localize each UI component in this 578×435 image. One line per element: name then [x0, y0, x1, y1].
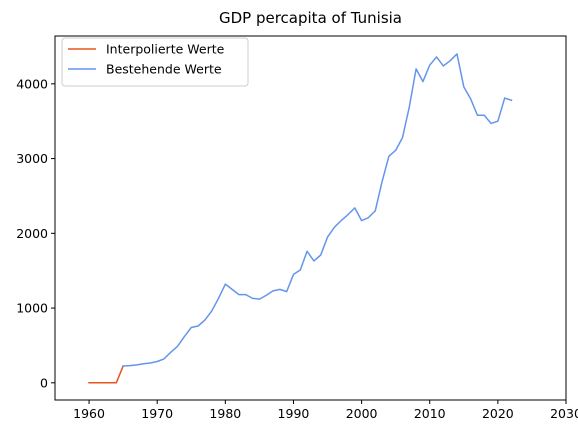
y-tick-label: 2000 [16, 226, 48, 241]
legend-label: Bestehende Werte [106, 62, 222, 77]
series-line-1 [88, 365, 125, 384]
y-axis: 0 1000 2000 3000 4000 [16, 76, 55, 390]
x-tick-label: 1960 [73, 406, 105, 421]
legend: Interpolierte Werte Bestehende Werte [61, 37, 249, 87]
x-tick-label: 1980 [209, 406, 241, 421]
x-tick-label: 2020 [482, 406, 514, 421]
legend-box [61, 37, 249, 87]
x-tick-label: 1990 [278, 406, 310, 421]
series-line-2 [122, 53, 513, 367]
y-tick-label: 1000 [16, 301, 48, 316]
y-tick-label: 0 [40, 375, 48, 390]
x-tick-label: 2000 [346, 406, 378, 421]
x-tick-label: 2010 [414, 406, 446, 421]
plot-frame [54, 35, 567, 401]
x-tick-label: 2030 [550, 406, 578, 421]
plot-series [88, 53, 513, 384]
x-axis: 1960 1970 1980 1990 2000 2010 2020 2030 [73, 400, 578, 421]
y-tick-label: 4000 [16, 76, 48, 91]
x-tick-label: 1970 [141, 406, 173, 421]
legend-label: Interpolierte Werte [106, 42, 225, 57]
chart-title: GDP percapita of Tunisia [219, 9, 402, 27]
y-tick-label: 3000 [16, 151, 48, 166]
